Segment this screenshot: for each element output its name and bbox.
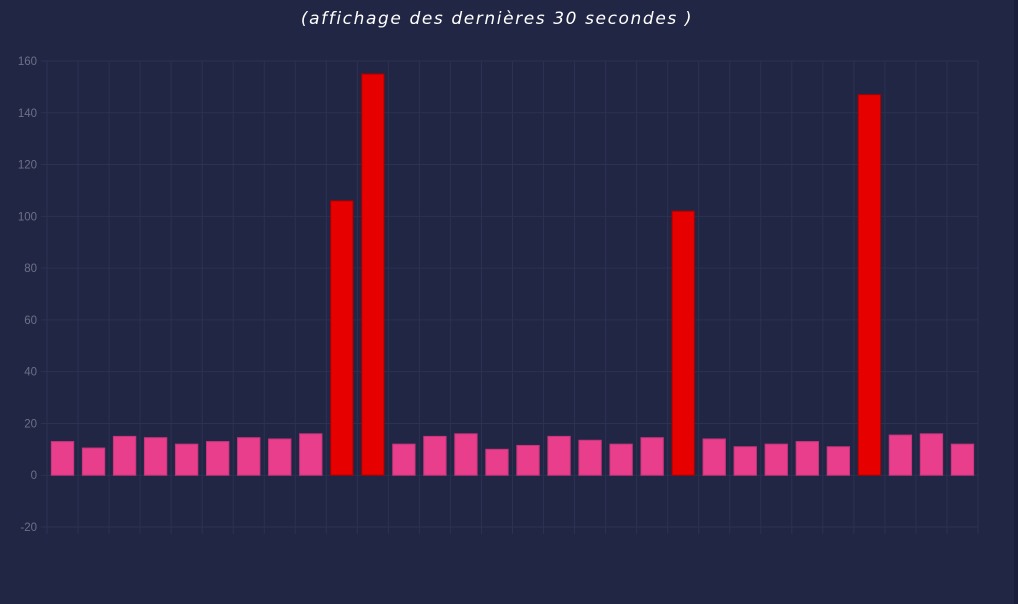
bar[interactable] — [423, 435, 447, 476]
bar[interactable] — [485, 448, 509, 476]
bar[interactable] — [609, 443, 633, 476]
bar[interactable] — [454, 433, 478, 476]
bar[interactable] — [143, 437, 168, 476]
bar[interactable] — [547, 435, 571, 476]
bar[interactable] — [237, 437, 261, 476]
bar[interactable] — [764, 443, 788, 476]
bar[interactable] — [950, 443, 975, 476]
y-tick-label: 80 — [24, 263, 37, 275]
bar[interactable] — [640, 437, 664, 476]
y-tick-label: 40 — [24, 367, 37, 379]
bar[interactable] — [50, 441, 75, 476]
bar-high[interactable] — [361, 73, 385, 476]
y-tick-label: -20 — [20, 522, 37, 534]
bar-high[interactable] — [671, 210, 695, 476]
bars — [50, 73, 975, 476]
bar[interactable] — [826, 446, 851, 476]
y-tick-label: 140 — [18, 108, 37, 120]
y-tick-label: 160 — [18, 56, 37, 68]
bar[interactable] — [299, 433, 323, 476]
y-tick-label: 0 — [31, 470, 37, 482]
bar[interactable] — [795, 441, 819, 476]
bar[interactable] — [888, 434, 913, 476]
y-axis: 160 140 120 100 80 60 40 20 0 -20 — [18, 56, 48, 534]
bar-high[interactable] — [857, 94, 882, 476]
bar[interactable] — [174, 443, 199, 476]
bar[interactable] — [392, 443, 416, 476]
bar[interactable] — [919, 433, 944, 476]
bar[interactable] — [733, 446, 757, 476]
bar[interactable] — [516, 444, 540, 476]
bar[interactable] — [268, 438, 292, 476]
bar[interactable] — [578, 439, 602, 476]
y-tick-label: 20 — [24, 418, 37, 430]
chart-title: (affichage des dernières 30 secondes ) — [300, 9, 694, 29]
y-tick-label: 120 — [18, 160, 37, 172]
bar[interactable] — [206, 441, 230, 476]
y-tick-label: 60 — [24, 315, 37, 327]
bar[interactable] — [112, 435, 137, 476]
bar[interactable] — [81, 447, 106, 476]
bar[interactable] — [702, 438, 726, 476]
bar-high[interactable] — [330, 200, 354, 476]
panel-edge — [1014, 0, 1018, 604]
y-tick-label: 100 — [18, 211, 37, 223]
